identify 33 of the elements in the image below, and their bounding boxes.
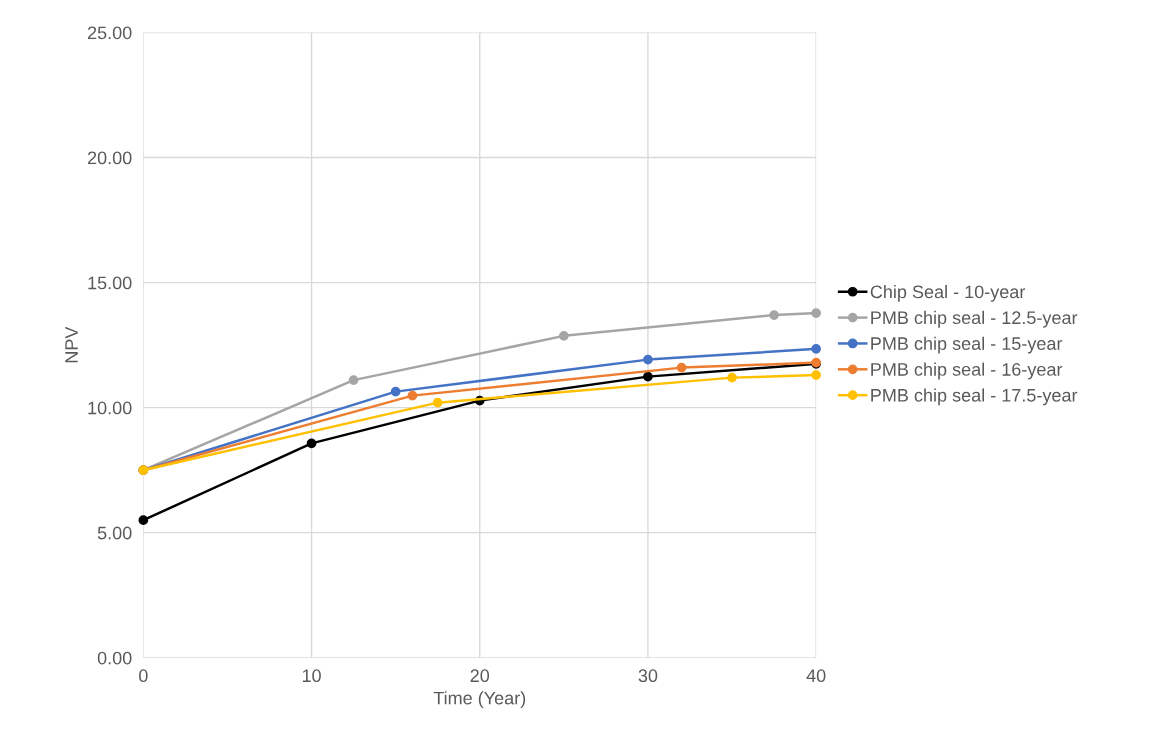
point bbox=[138, 515, 149, 526]
point bbox=[390, 386, 401, 397]
y-tick-label: 25.00 bbox=[87, 26, 132, 40]
y-tick-label: 20.00 bbox=[87, 151, 132, 165]
point bbox=[407, 390, 418, 401]
point bbox=[676, 362, 687, 373]
point bbox=[727, 372, 737, 383]
point bbox=[769, 310, 779, 320]
y-tick-label: 0.00 bbox=[97, 651, 132, 665]
point bbox=[643, 371, 653, 382]
x-tick-label: 40 bbox=[806, 669, 826, 683]
y-tick-label: 15.00 bbox=[88, 276, 132, 290]
point bbox=[811, 308, 821, 318]
point bbox=[306, 438, 317, 449]
legend-label: PMB chip seal - 12.5-year bbox=[871, 310, 1078, 328]
legend-label: PMB chip seal - 16-year bbox=[871, 362, 1063, 380]
x-axis-title: Time (Year) bbox=[433, 691, 526, 709]
y-tick-label: 10.00 bbox=[88, 401, 132, 415]
legend-label: PMB chip seal - 17.5-year bbox=[871, 388, 1078, 406]
legend-label: Chip Seal - 10-year bbox=[870, 284, 1026, 302]
y-tick-label: 5.00 bbox=[97, 526, 132, 540]
point bbox=[811, 344, 821, 354]
point bbox=[558, 330, 569, 341]
point bbox=[348, 375, 359, 385]
x-tick-label: 0 bbox=[139, 669, 148, 683]
legend-label: PMB chip seal - 15-year bbox=[871, 336, 1063, 354]
x-tick-label: 20 bbox=[470, 669, 490, 683]
point bbox=[643, 354, 653, 365]
y-axis-title: NPV bbox=[65, 326, 78, 363]
point bbox=[432, 397, 443, 408]
x-tick-label: 30 bbox=[638, 669, 658, 683]
x-tick-label: 10 bbox=[302, 669, 321, 683]
point bbox=[811, 370, 821, 380]
